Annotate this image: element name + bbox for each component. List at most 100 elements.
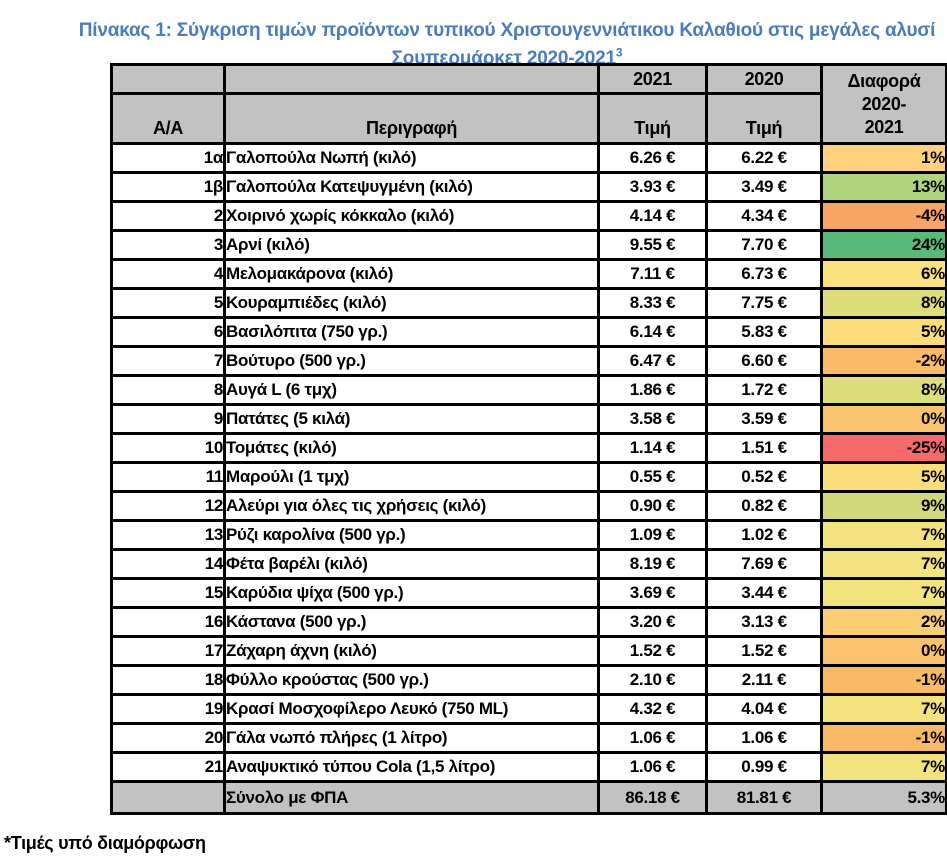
table-row: 4 Μελομακάρονα (κιλό) 7.11 € 6.73 € 6% [110,258,947,290]
price-2020-cell: 2.11 € [705,664,823,696]
table-row: 14 Φέτα βαρέλι (κιλό) 8.19 € 7.69 € 7% [110,548,947,580]
price-2021-cell: 8.19 € [597,548,708,580]
diff-cell: 8% [820,287,947,319]
row-index-cell: 20 [110,722,226,754]
table-row: 1α Γαλοπούλα Νωπή (κιλό) 6.26 € 6.22 € 1… [110,142,947,174]
diff-cell: -4% [820,200,947,232]
row-index-cell: 21 [110,751,226,783]
price-2020-cell: 4.04 € [705,693,823,725]
row-index-cell: 10 [110,432,226,464]
row-index-cell: 4 [110,258,226,290]
price-2020-cell: 6.22 € [705,142,823,174]
price-2020-cell: 0.82 € [705,490,823,522]
description-cell: Ρύζι καρολίνα (500 γρ.) [223,519,600,551]
diff-cell: 0% [820,403,947,435]
price-2021-cell: 1.14 € [597,432,708,464]
diff-cell: 7% [820,751,947,783]
table-row: 17 Ζάχαρη άχνη (κιλό) 1.52 € 1.52 € 0% [110,635,947,667]
description-cell: Πατάτες (5 κιλά) [223,403,600,435]
price-2020-cell: 3.49 € [705,171,823,203]
price-2021-cell: 0.55 € [597,461,708,493]
diff-cell: 7% [820,548,947,580]
total-price-2021-cell: 86.18 € [597,780,708,815]
description-cell: Γαλοπούλα Νωπή (κιλό) [223,142,600,174]
price-2021-cell: 1.09 € [597,519,708,551]
table-row: 19 Κρασί Μοσχοφίλερο Λευκό (750 ML) 4.32… [110,693,947,725]
price-2021-cell: 3.20 € [597,606,708,638]
footnote-marker: 3 [615,46,623,60]
price-2021-cell: 6.14 € [597,316,708,348]
description-cell: Κρασί Μοσχοφίλερο Λευκό (750 ML) [223,693,600,725]
description-cell: Μελομακάρονα (κιλό) [223,258,600,290]
price-2020-cell: 0.99 € [705,751,823,783]
table-row: 15 Καρύδια ψίχα (500 γρ.) 3.69 € 3.44 € … [110,577,947,609]
header-diff-line1: Διαφορά [847,70,921,91]
header-diff: Διαφορά 2020- 2021 [820,63,947,145]
table-row: 6 Βασιλόπιτα (750 γρ.) 6.14 € 5.83 € 5% [110,316,947,348]
diff-cell: 13% [820,171,947,203]
table-footer: Σύνολο με ΦΠΑ 86.18 € 81.81 € 5.3% [110,780,947,815]
diff-cell: 7% [820,519,947,551]
table-row: 16 Κάστανα (500 γρ.) 3.20 € 3.13 € 2% [110,606,947,638]
footnote: *Τιμές υπό διαμόρφωση [4,833,206,853]
table-row: 7 Βούτυρο (500 γρ.) 6.47 € 6.60 € -2% [110,345,947,377]
total-label-cell: Σύνολο με ΦΠΑ [223,780,600,815]
table-row: 1β Γαλοπούλα Κατεψυγμένη (κιλό) 3.93 € 3… [110,171,947,203]
description-cell: Γάλα νωπό πλήρες (1 λίτρο) [223,722,600,754]
row-index-cell: 16 [110,606,226,638]
total-row: Σύνολο με ΦΠΑ 86.18 € 81.81 € 5.3% [110,780,947,815]
row-index-cell: 14 [110,548,226,580]
table-row: 11 Μαρούλι (1 τμχ) 0.55 € 0.52 € 5% [110,461,947,493]
description-cell: Καρύδια ψίχα (500 γρ.) [223,577,600,609]
price-2020-cell: 1.06 € [705,722,823,754]
table-row: 13 Ρύζι καρολίνα (500 γρ.) 1.09 € 1.02 €… [110,519,947,551]
price-2021-cell: 6.47 € [597,345,708,377]
page-title-line1: Πίνακας 1: Σύγκριση τιμών προϊόντων τυπι… [78,20,936,41]
description-cell: Κάστανα (500 γρ.) [223,606,600,638]
price-2020-cell: 3.13 € [705,606,823,638]
row-index-cell: 12 [110,490,226,522]
header-price-2021: Τιμή [597,92,708,145]
description-cell: Ζάχαρη άχνη (κιλό) [223,635,600,667]
price-2020-cell: 7.75 € [705,287,823,319]
header-diff-line3: 2021 [864,116,904,137]
table-header: 2021 2020 Διαφορά 2020- 2021 Α/Α Περιγρα… [110,63,947,145]
table-row: 12 Αλεύρι για όλες τις χρήσεις (κιλό) 0.… [110,490,947,522]
diff-cell: 9% [820,490,947,522]
row-index-cell: 3 [110,229,226,261]
diff-cell: 7% [820,577,947,609]
price-2020-cell: 7.69 € [705,548,823,580]
table-row: 3 Αρνί (κιλό) 9.55 € 7.70 € 24% [110,229,947,261]
row-index-cell: 1α [110,142,226,174]
description-cell: Αυγά L (6 τμχ) [223,374,600,406]
table-row: 18 Φύλλο κρούστας (500 γρ.) 2.10 € 2.11 … [110,664,947,696]
table-row: 9 Πατάτες (5 κιλά) 3.58 € 3.59 € 0% [110,403,947,435]
description-cell: Αρνί (κιλό) [223,229,600,261]
price-2021-cell: 1.06 € [597,751,708,783]
row-index-cell: 11 [110,461,226,493]
total-diff-cell: 5.3% [820,780,947,815]
row-index-cell: 13 [110,519,226,551]
header-row-years: 2021 2020 Διαφορά 2020- 2021 [110,63,947,145]
header-aa: Α/Α [110,92,226,145]
table-row: 10 Τομάτες (κιλό) 1.14 € 1.51 € -25% [110,432,947,464]
diff-cell: 5% [820,461,947,493]
header-empty-description [223,63,600,95]
price-2020-cell: 4.34 € [705,200,823,232]
diff-cell: 7% [820,693,947,725]
description-cell: Αλεύρι για όλες τις χρήσεις (κιλό) [223,490,600,522]
table-row: 5 Κουραμπιέδες (κιλό) 8.33 € 7.75 € 8% [110,287,947,319]
header-diff-line2: 2020- [861,93,907,114]
row-index-cell: 15 [110,577,226,609]
header-price-2020: Τιμή [705,92,823,145]
price-2021-cell: 4.32 € [597,693,708,725]
row-index-cell: 19 [110,693,226,725]
price-2021-cell: 0.90 € [597,490,708,522]
diff-cell: 2% [820,606,947,638]
description-cell: Γαλοπούλα Κατεψυγμένη (κιλό) [223,171,600,203]
header-empty-aa [110,63,226,95]
price-2020-cell: 5.83 € [705,316,823,348]
table-row: 2 Χοιρινό χωρίς κόκκαλο (κιλό) 4.14 € 4.… [110,200,947,232]
description-cell: Χοιρινό χωρίς κόκκαλο (κιλό) [223,200,600,232]
